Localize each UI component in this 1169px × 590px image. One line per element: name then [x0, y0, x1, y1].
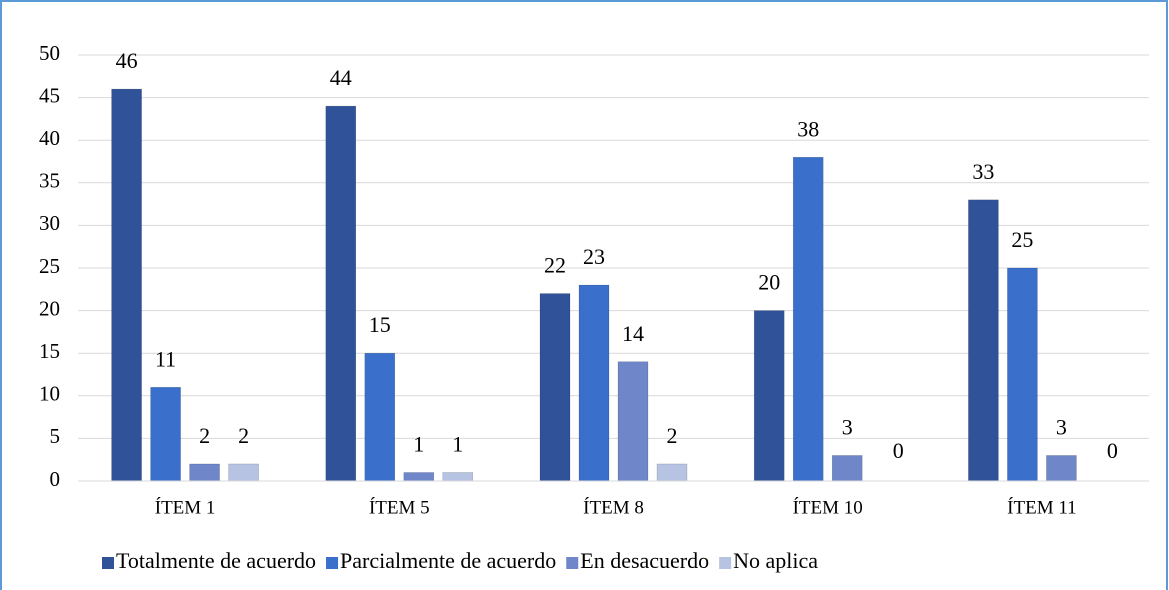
data-label: 46 [116, 48, 138, 73]
x-tick-label: ÍTEM 1 [155, 496, 216, 518]
bar [617, 361, 649, 482]
data-label: 0 [893, 438, 904, 463]
bar [753, 310, 785, 482]
legend-label: No aplica [733, 548, 818, 573]
data-label: 38 [797, 116, 819, 141]
legend-marker [102, 557, 114, 569]
y-tick-label: 5 [50, 424, 61, 448]
bar [792, 156, 824, 482]
data-label: 1 [413, 432, 424, 457]
data-label: 33 [972, 159, 994, 184]
data-label: 3 [1056, 414, 1067, 439]
bar [228, 463, 259, 482]
data-label: 20 [758, 270, 780, 295]
data-label: 1 [452, 432, 463, 457]
bar [1046, 455, 1077, 482]
data-label: 25 [1011, 227, 1033, 252]
y-tick-label: 25 [39, 254, 60, 278]
data-label: 14 [622, 321, 644, 346]
data-label: 2 [199, 423, 210, 448]
bar [189, 463, 220, 482]
bar [1007, 267, 1038, 482]
x-tick-label: ÍTEM 11 [1007, 496, 1076, 518]
bar [111, 88, 142, 482]
data-label: 2 [667, 423, 678, 448]
bar [150, 387, 181, 482]
y-tick-label: 0 [50, 467, 61, 491]
legend-marker [566, 557, 579, 569]
legend-label: En desacuerdo [580, 548, 709, 573]
bar [656, 463, 688, 482]
data-label: 2 [238, 423, 249, 448]
legend-marker [719, 557, 732, 569]
data-label: 0 [1107, 438, 1118, 463]
bar [364, 352, 396, 482]
y-tick-label: 10 [39, 382, 60, 406]
bar [539, 293, 571, 482]
bar [403, 472, 435, 482]
bar [578, 284, 610, 482]
data-label: 15 [369, 312, 391, 337]
legend-label: Totalmente de acuerdo [116, 548, 316, 573]
y-tick-label: 45 [39, 83, 60, 107]
y-tick-label: 40 [39, 126, 60, 150]
x-tick-label: ÍTEM 5 [369, 496, 430, 518]
legend-marker [326, 557, 339, 569]
bar [325, 105, 357, 482]
data-label: 3 [842, 414, 853, 439]
legend-label: Parcialmente de acuerdo [340, 548, 556, 573]
y-tick-label: 30 [39, 211, 60, 235]
x-tick-label: ÍTEM 10 [793, 496, 863, 518]
data-label: 22 [544, 253, 566, 278]
y-tick-label: 50 [39, 41, 60, 65]
bar [442, 472, 474, 482]
y-tick-label: 15 [39, 339, 60, 363]
y-tick-label: 35 [39, 169, 60, 193]
data-label: 23 [583, 244, 605, 269]
data-label: 11 [155, 346, 176, 371]
bar [968, 199, 999, 482]
y-tick-label: 20 [39, 296, 60, 320]
x-tick-label: ÍTEM 8 [583, 496, 644, 518]
bar [831, 455, 863, 482]
data-label: 44 [330, 65, 352, 90]
